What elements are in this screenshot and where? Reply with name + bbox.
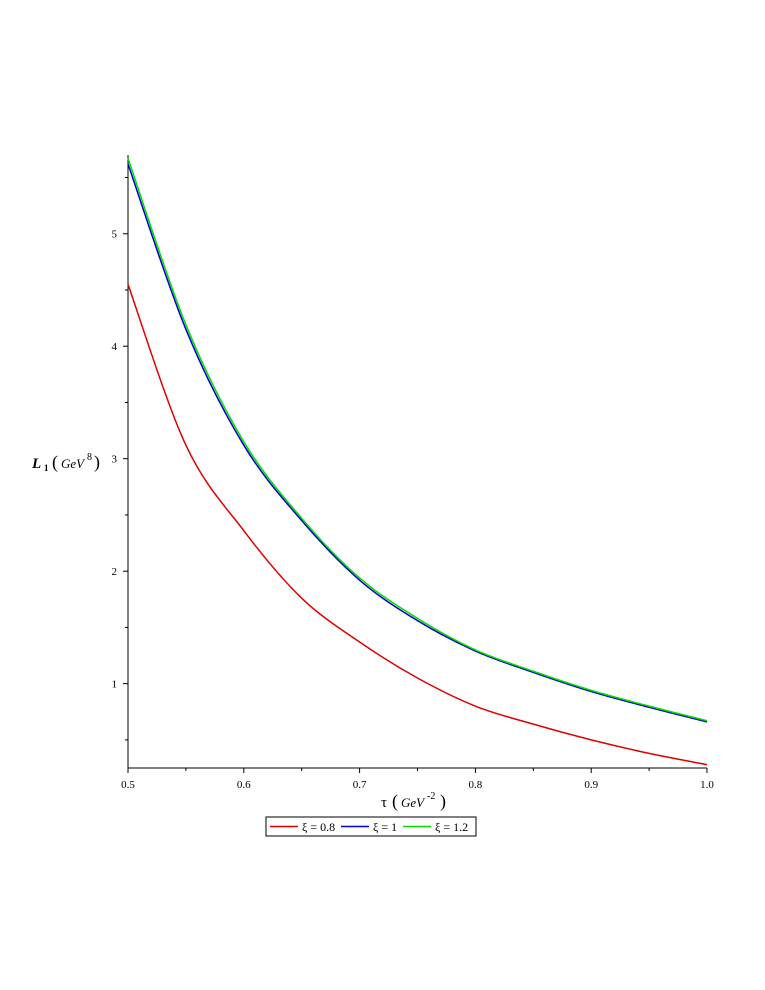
x-tick-label: 0.8 <box>469 779 483 791</box>
y-tick-label: 1 <box>112 679 118 691</box>
x-tick-label: 0.7 <box>353 779 367 791</box>
x-axis-unit-exponent: -2 <box>427 791 435 802</box>
y-tick-label: 2 <box>112 566 118 578</box>
series-line-3 <box>127 158 708 722</box>
x-tick-label: 1.0 <box>700 779 714 791</box>
axes: 0.5 0.6 0.7 0.8 0.9 1.0 1 2 3 4 5 <box>112 155 714 791</box>
x-axis-title: τ ( GeV -2 ) <box>381 791 446 812</box>
series-layer <box>127 158 708 766</box>
series-line-1 <box>127 284 708 766</box>
y-axis-open-paren: ( <box>52 452 58 473</box>
y-axis-title: L 1 ( GeV 8 ) <box>31 452 100 473</box>
legend-label: ξ = 0.8 <box>302 820 335 834</box>
legend: ξ = 0.8 ξ = 1 ξ = 1.2 <box>265 816 477 837</box>
legend-item: ξ = 1.2 <box>403 820 468 834</box>
legend-label: ξ = 1 <box>373 820 397 834</box>
x-tick-label: 0.9 <box>584 779 598 791</box>
x-axis-open-paren: ( <box>392 791 398 812</box>
y-axis-label-subscript: 1 <box>44 463 49 473</box>
y-axis-label: L <box>31 456 41 472</box>
series-line-2 <box>127 163 708 723</box>
legend-item: ξ = 0.8 <box>270 820 335 834</box>
x-axis-unit-base: GeV <box>401 795 426 810</box>
y-axis-unit-exponent: 8 <box>87 452 92 463</box>
x-axis-label: τ <box>381 795 387 811</box>
y-axis-close-paren: ) <box>94 452 100 473</box>
y-tick-label: 5 <box>112 229 118 241</box>
legend-box <box>265 816 477 837</box>
y-tick-label: 3 <box>112 454 118 466</box>
legend-item: ξ = 1 <box>341 820 397 834</box>
legend-label: ξ = 1.2 <box>435 820 468 834</box>
x-axis-close-paren: ) <box>440 791 446 812</box>
x-tick-label: 0.5 <box>121 779 135 791</box>
y-axis-unit-base: GeV <box>61 456 86 471</box>
x-tick-label: 0.6 <box>237 779 251 791</box>
y-tick-label: 4 <box>112 341 118 353</box>
